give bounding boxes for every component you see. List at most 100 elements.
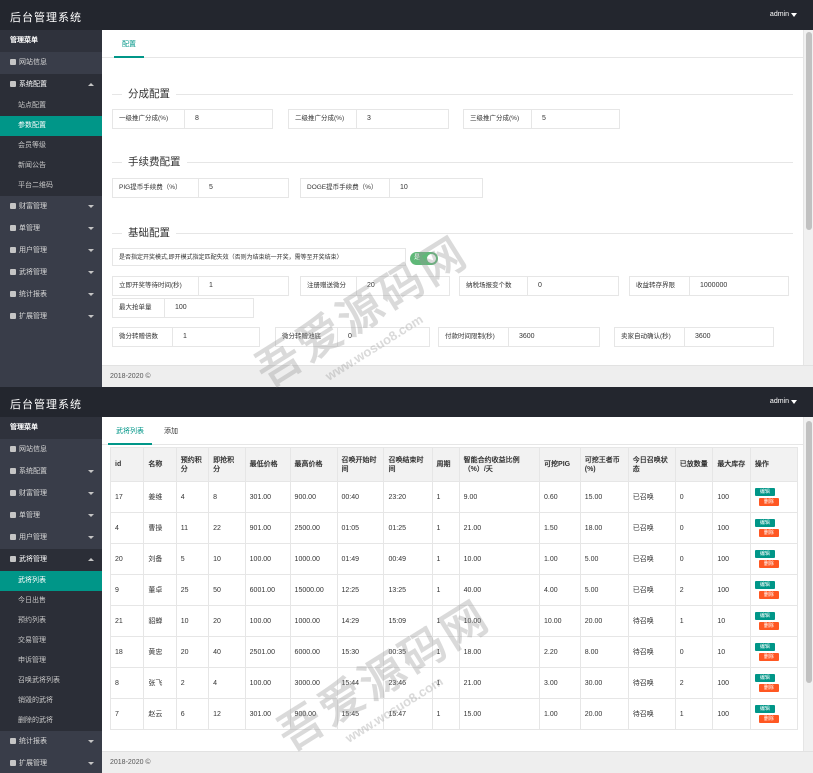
edit-button[interactable]: 编辑 bbox=[754, 488, 775, 496]
table-cell: 曹操 bbox=[143, 512, 177, 544]
form-field[interactable]: PIG提币手续费（%） 5 bbox=[112, 178, 289, 198]
sidebar-item-users[interactable]: 用户管理 bbox=[0, 240, 102, 262]
chevron-down-icon bbox=[88, 249, 94, 252]
scrollbar[interactable] bbox=[803, 417, 813, 751]
scrollbar[interactable] bbox=[803, 30, 813, 365]
tab-bar: 武将列表 添加 bbox=[102, 417, 813, 445]
delete-button[interactable]: 删除 bbox=[758, 622, 779, 630]
sidebar-item-generals[interactable]: 武将管理 bbox=[0, 549, 102, 571]
top-header: 后台管理系统 admin bbox=[0, 0, 813, 30]
delete-button[interactable]: 删除 bbox=[758, 715, 779, 723]
table-cell: 1.00 bbox=[539, 698, 581, 730]
tab-config[interactable]: 配置 bbox=[114, 41, 144, 58]
actions-cell: 编辑删除 bbox=[749, 543, 799, 575]
form-field[interactable]: 微分转赠倍数 1 bbox=[112, 327, 260, 347]
sidebar-item-extensions[interactable]: 扩展管理 bbox=[0, 753, 102, 773]
form-field[interactable]: 注册赠送微分 20 bbox=[300, 276, 450, 296]
sidebar-item-system-config[interactable]: 系统配置 bbox=[0, 74, 102, 96]
list-icon bbox=[10, 555, 16, 562]
edit-button[interactable]: 编辑 bbox=[754, 705, 775, 713]
table-cell: 301.00 bbox=[244, 481, 291, 513]
users-icon bbox=[10, 533, 16, 540]
caret-down-icon[interactable] bbox=[791, 400, 797, 404]
form-field[interactable]: 立即开奖等待时间(秒) 1 bbox=[112, 276, 289, 296]
table-cell: 01:49 bbox=[336, 543, 385, 575]
table-cell: 100 bbox=[712, 512, 751, 544]
form-field[interactable]: 卖家自动确认(秒) 3600 bbox=[614, 327, 774, 347]
generals-screenshot: 后台管理系统 admin 管理菜单 网站信息 系统配置 财富管理 单管理 用户管… bbox=[0, 387, 813, 773]
table-cell: 14:29 bbox=[336, 605, 385, 637]
sidebar-subitem[interactable]: 交易管理 bbox=[0, 631, 102, 651]
form-field[interactable]: 付款时间限制(秒) 3600 bbox=[438, 327, 600, 347]
user-menu[interactable]: admin bbox=[769, 398, 789, 405]
caret-down-icon[interactable] bbox=[791, 13, 797, 17]
sidebar-item-generals[interactable]: 武将管理 bbox=[0, 262, 102, 284]
delete-button[interactable]: 删除 bbox=[758, 653, 779, 661]
sidebar-item-site-info[interactable]: 网站信息 bbox=[0, 52, 102, 74]
edit-button[interactable]: 编辑 bbox=[754, 674, 775, 682]
sidebar-subitem[interactable]: 召唤武将列表 bbox=[0, 671, 102, 691]
open-mode-switch[interactable]: 是 bbox=[410, 252, 438, 265]
tab-add[interactable]: 添加 bbox=[164, 428, 178, 435]
delete-button[interactable]: 删除 bbox=[758, 591, 779, 599]
edit-button[interactable]: 编辑 bbox=[754, 519, 775, 527]
form-field[interactable]: 一级推广分成(%) 8 bbox=[112, 109, 273, 129]
sidebar-item-wealth[interactable]: 财富管理 bbox=[0, 483, 102, 505]
form-field[interactable]: 最大抢单量 100 bbox=[112, 298, 254, 318]
table-cell: 6000.00 bbox=[289, 636, 338, 668]
sidebar-subitem[interactable]: 新闻公告 bbox=[0, 156, 102, 176]
sidebar-subitem[interactable]: 会员等级 bbox=[0, 136, 102, 156]
edit-button[interactable]: 编辑 bbox=[754, 581, 775, 589]
delete-button[interactable]: 删除 bbox=[758, 498, 779, 506]
table-body: 17 姜维 4 8 301.00 900.00 00:40 23:20 1 9.00 0.60 15.… bbox=[109, 481, 799, 730]
edit-button[interactable]: 编辑 bbox=[754, 612, 775, 620]
sidebar-item-users[interactable]: 用户管理 bbox=[0, 527, 102, 549]
form-field: 是否指定开奖模式,即开模式指定匹配失效（否则为结束统一开奖，需等至开奖结束） bbox=[112, 248, 406, 268]
table-cell: 已召唤 bbox=[627, 543, 676, 575]
user-menu[interactable]: admin bbox=[769, 11, 789, 18]
delete-button[interactable]: 删除 bbox=[758, 560, 779, 568]
form-field[interactable]: 收益转存界限 1000000 bbox=[629, 276, 789, 296]
sidebar-subitem[interactable]: 平台二维码 bbox=[0, 176, 102, 196]
table-header-row: id 名称 预约积分 即抢积分 最低价格 最高价格 召唤开始时间 召唤结束时间 … bbox=[109, 447, 799, 482]
table-cell: 6001.00 bbox=[244, 574, 291, 606]
form-field[interactable]: DOGE提币手续费（%） 10 bbox=[300, 178, 483, 198]
table-cell: 15:09 bbox=[383, 605, 433, 637]
sidebar-item-orders[interactable]: 单管理 bbox=[0, 218, 102, 240]
delete-button[interactable]: 删除 bbox=[758, 684, 779, 692]
col-header: 预约积分 bbox=[175, 447, 210, 482]
sidebar-item-site-info[interactable]: 网站信息 bbox=[0, 439, 102, 461]
sidebar-item-reports[interactable]: 统计报表 bbox=[0, 731, 102, 753]
table-cell: 15.00 bbox=[579, 481, 629, 513]
sidebar-item-wealth[interactable]: 财富管理 bbox=[0, 196, 102, 218]
actions-cell: 编辑删除 bbox=[749, 667, 799, 699]
form-field[interactable]: 微分转赠池底 0 bbox=[275, 327, 430, 347]
chevron-up-icon bbox=[88, 83, 94, 86]
chevron-down-icon bbox=[88, 514, 94, 517]
form-field[interactable]: 三级推广分成(%) 5 bbox=[463, 109, 620, 129]
sidebar-subitem[interactable]: 今日出售 bbox=[0, 591, 102, 611]
sidebar-subitem-active[interactable]: 参数配置 bbox=[0, 116, 102, 136]
table-cell: 22 bbox=[208, 512, 246, 544]
sidebar-item-extensions[interactable]: 扩展管理 bbox=[0, 306, 102, 328]
col-header: 可挖PIG bbox=[539, 447, 581, 482]
sidebar-item-system-config[interactable]: 系统配置 bbox=[0, 461, 102, 483]
sidebar-subitem[interactable]: 申诉管理 bbox=[0, 651, 102, 671]
sidebar-subitem[interactable]: 销毁的武将 bbox=[0, 691, 102, 711]
sidebar-item-orders[interactable]: 单管理 bbox=[0, 505, 102, 527]
col-header: 召唤开始时间 bbox=[336, 447, 385, 482]
sidebar-subitem[interactable]: 删除的武将 bbox=[0, 711, 102, 731]
sidebar-item-reports[interactable]: 统计报表 bbox=[0, 284, 102, 306]
table-cell: 01:05 bbox=[336, 512, 385, 544]
edit-button[interactable]: 编辑 bbox=[754, 550, 775, 558]
sidebar-subitem-active[interactable]: 武将列表 bbox=[0, 571, 102, 591]
edit-button[interactable]: 编辑 bbox=[754, 643, 775, 651]
table-cell: 5.00 bbox=[579, 574, 629, 606]
form-field[interactable]: 纳税场报变个数 0 bbox=[459, 276, 619, 296]
sidebar-subitem[interactable]: 预约列表 bbox=[0, 611, 102, 631]
form-field[interactable]: 二级推广分成(%) 3 bbox=[288, 109, 449, 129]
col-header: 召唤结束时间 bbox=[383, 447, 433, 482]
tab-general-list[interactable]: 武将列表 bbox=[108, 428, 152, 445]
delete-button[interactable]: 删除 bbox=[758, 529, 779, 537]
sidebar-subitem[interactable]: 站点配置 bbox=[0, 96, 102, 116]
